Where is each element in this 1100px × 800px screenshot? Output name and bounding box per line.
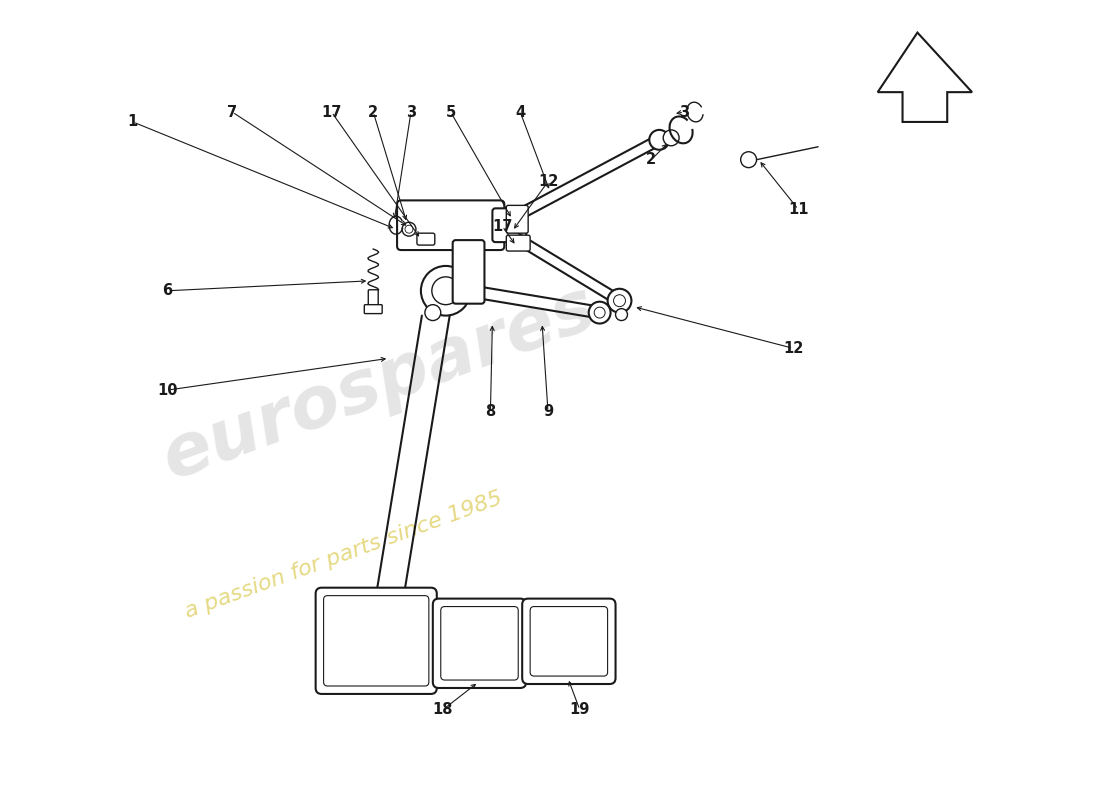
Text: 6: 6: [163, 283, 173, 298]
Text: 17: 17: [492, 218, 513, 234]
Text: 9: 9: [543, 405, 553, 419]
FancyBboxPatch shape: [417, 233, 434, 245]
Text: 12: 12: [783, 341, 803, 356]
Circle shape: [594, 307, 605, 318]
FancyBboxPatch shape: [323, 596, 429, 686]
Circle shape: [421, 266, 471, 315]
Text: 18: 18: [432, 702, 453, 718]
Circle shape: [432, 277, 460, 305]
Text: 5: 5: [446, 105, 455, 119]
Circle shape: [663, 130, 679, 146]
FancyBboxPatch shape: [453, 240, 484, 304]
Circle shape: [614, 294, 626, 306]
FancyBboxPatch shape: [530, 606, 607, 676]
FancyBboxPatch shape: [493, 208, 526, 242]
Text: a passion for parts since 1985: a passion for parts since 1985: [183, 489, 506, 622]
FancyBboxPatch shape: [522, 598, 616, 684]
Circle shape: [405, 226, 412, 233]
Text: 7: 7: [228, 105, 238, 119]
FancyBboxPatch shape: [432, 598, 526, 688]
Text: 10: 10: [157, 382, 178, 398]
Text: 2: 2: [368, 105, 378, 119]
Text: 11: 11: [788, 202, 808, 217]
FancyBboxPatch shape: [368, 290, 378, 310]
Text: eurospares: eurospares: [153, 274, 606, 494]
Text: 8: 8: [485, 405, 495, 419]
FancyBboxPatch shape: [316, 588, 437, 694]
FancyBboxPatch shape: [506, 206, 528, 233]
Circle shape: [649, 130, 669, 150]
FancyBboxPatch shape: [441, 606, 518, 680]
FancyBboxPatch shape: [397, 200, 504, 250]
Circle shape: [425, 305, 441, 321]
Text: 19: 19: [570, 702, 590, 718]
Circle shape: [607, 289, 631, 313]
FancyBboxPatch shape: [506, 235, 530, 251]
Text: 12: 12: [538, 174, 558, 189]
Text: 2: 2: [646, 152, 657, 167]
Text: 4: 4: [515, 105, 526, 119]
Text: 17: 17: [321, 105, 342, 119]
Text: 3: 3: [406, 105, 416, 119]
Text: 1: 1: [128, 114, 138, 130]
Circle shape: [740, 152, 757, 168]
Circle shape: [402, 222, 416, 236]
Circle shape: [616, 309, 627, 321]
FancyBboxPatch shape: [364, 305, 382, 314]
Text: 3: 3: [679, 105, 689, 119]
Circle shape: [588, 302, 610, 323]
